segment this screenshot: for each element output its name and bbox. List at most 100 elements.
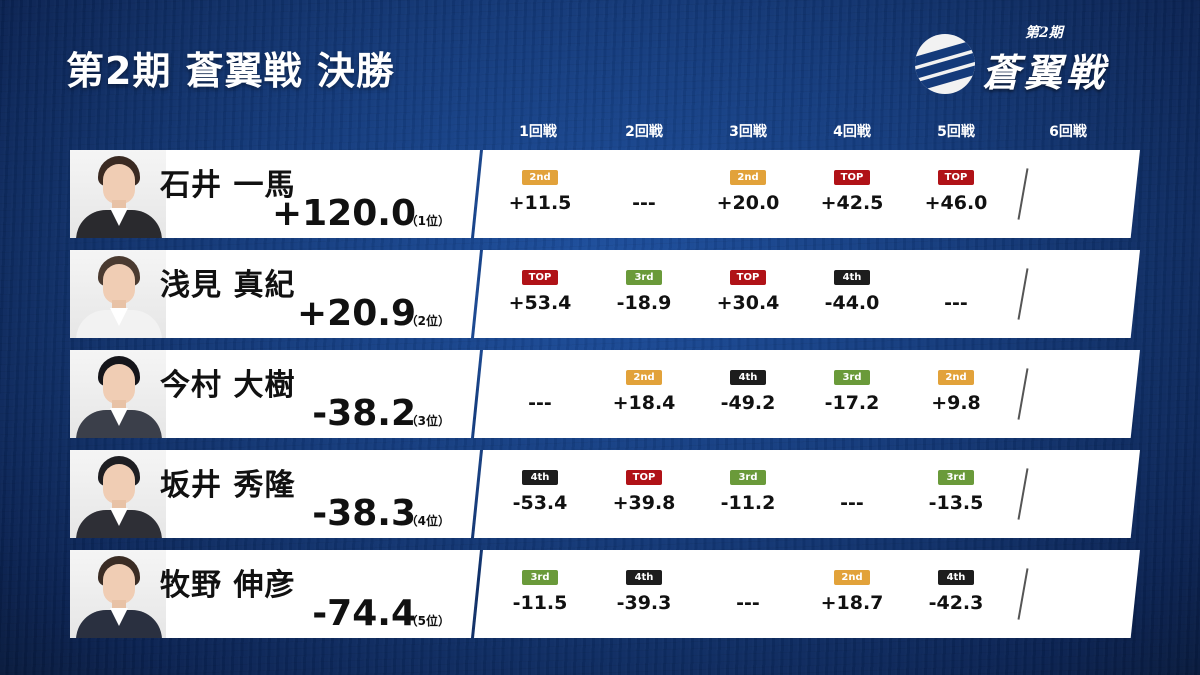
- player-total-score: -74.4: [312, 593, 416, 634]
- placement-badge: 3rd: [730, 470, 766, 485]
- player-row: 浅見 真紀 +20.9 （2位） TOP +53.4 3rd -18.9 TOP +30.4 4t…: [0, 250, 1200, 338]
- placement-badge: 3rd: [834, 370, 870, 385]
- round-result: 4th -44.0: [812, 250, 892, 338]
- player-photo: [70, 350, 166, 438]
- round-score: +18.4: [612, 392, 676, 414]
- round-result: TOP +30.4: [708, 250, 788, 338]
- photo-head: [103, 264, 135, 304]
- round-result: ---: [812, 450, 892, 538]
- round-score: +42.5: [820, 192, 884, 214]
- placement-badge: TOP: [626, 470, 662, 485]
- player-name: 坂井 秀隆: [160, 468, 296, 503]
- round-scores-panel: [474, 150, 1140, 238]
- round-score: +9.8: [931, 392, 981, 414]
- player-photo: [70, 250, 166, 338]
- player-row: 牧野 伸彦 -74.4 （5位） 3rd -11.5 4th -39.3 --- 2nd +18.…: [0, 550, 1200, 638]
- player-row: 石井 一馬 +120.0 （1位） 2nd +11.5 --- 2nd +20.0 TOP +42…: [0, 150, 1200, 238]
- round-result: ---: [708, 550, 788, 638]
- round-result: TOP +46.0: [916, 150, 996, 238]
- round-score: -49.2: [720, 392, 776, 414]
- player-photo: [70, 550, 166, 638]
- round-score: -39.3: [616, 592, 672, 614]
- placement-badge: 4th: [834, 270, 870, 285]
- placement-badge: 2nd: [834, 570, 870, 585]
- player-name: 浅見 真紀: [160, 268, 296, 303]
- player-total-score: +120.0: [271, 193, 416, 234]
- logo-subtitle: 第2期: [1025, 25, 1063, 41]
- player-name-panel: 石井 一馬 +120.0 （1位）: [70, 150, 480, 238]
- logo-emblem-icon: [915, 34, 975, 94]
- round-header-5: 5回戦: [937, 124, 975, 140]
- round-header-1: 1回戦: [519, 124, 557, 140]
- round-header-2: 2回戦: [625, 124, 663, 140]
- player-name-panel: 牧野 伸彦 -74.4 （5位）: [70, 550, 480, 638]
- round-score: -53.4: [512, 492, 568, 514]
- round-result: 4th -53.4: [500, 450, 580, 538]
- placement-badge: TOP: [938, 170, 974, 185]
- round-score: +39.8: [612, 492, 676, 514]
- player-rank: （4位）: [405, 514, 450, 528]
- round-score: +30.4: [716, 292, 780, 314]
- round-score: -17.2: [824, 392, 880, 414]
- placement-badge: 2nd: [730, 170, 766, 185]
- player-name-panel: 浅見 真紀 +20.9 （2位）: [70, 250, 480, 338]
- placement-badge: 4th: [938, 570, 974, 585]
- placement-badge: 3rd: [522, 570, 558, 585]
- placement-badge: 4th: [522, 470, 558, 485]
- photo-head: [103, 464, 135, 504]
- round-result: ---: [500, 350, 580, 438]
- logo-title: 蒼翼戦: [982, 50, 1109, 95]
- round-result: 4th -39.3: [604, 550, 684, 638]
- round-result: ---: [604, 150, 684, 238]
- round-result: 2nd +18.7: [812, 550, 892, 638]
- round-result: 3rd -11.2: [708, 450, 788, 538]
- round-result: 3rd -18.9: [604, 250, 684, 338]
- player-rank: （2位）: [405, 314, 450, 328]
- round-result: 3rd -13.5: [916, 450, 996, 538]
- photo-head: [103, 364, 135, 404]
- round-result: 3rd -17.2: [812, 350, 892, 438]
- placement-badge: TOP: [730, 270, 766, 285]
- player-rank: （3位）: [405, 414, 450, 428]
- round-score: +46.0: [924, 192, 988, 214]
- round-result: 2nd +11.5: [500, 150, 580, 238]
- round-score: -44.0: [824, 292, 880, 314]
- player-photo: [70, 450, 166, 538]
- player-name: 牧野 伸彦: [160, 568, 296, 603]
- placement-badge: 3rd: [626, 270, 662, 285]
- round-result: 2nd +20.0: [708, 150, 788, 238]
- round-result: 3rd -11.5: [500, 550, 580, 638]
- round-score: +20.0: [716, 192, 780, 214]
- player-rank: （1位）: [405, 214, 450, 228]
- round-score: ---: [840, 492, 864, 514]
- player-name-panel: 坂井 秀隆 -38.3 （4位）: [70, 450, 480, 538]
- round-result: 4th -49.2: [708, 350, 788, 438]
- player-name-panel: 今村 大樹 -38.2 （3位）: [70, 350, 480, 438]
- round-result: ---: [916, 250, 996, 338]
- round-result: TOP +42.5: [812, 150, 892, 238]
- round-header-3: 3回戦: [729, 124, 767, 140]
- round-score: -11.5: [512, 592, 568, 614]
- placement-badge: 2nd: [938, 370, 974, 385]
- player-name: 今村 大樹: [160, 368, 296, 403]
- round-score: ---: [632, 192, 656, 214]
- round-score: +53.4: [508, 292, 572, 314]
- round-score: ---: [736, 592, 760, 614]
- round-score: -13.5: [928, 492, 984, 514]
- placement-badge: TOP: [834, 170, 870, 185]
- photo-head: [103, 564, 135, 604]
- player-rank: （5位）: [405, 614, 450, 628]
- round-scores-panel: [474, 550, 1140, 638]
- round-scores-panel: [474, 450, 1140, 538]
- round-score: -11.2: [720, 492, 776, 514]
- photo-head: [103, 164, 135, 204]
- round-score: +18.7: [820, 592, 884, 614]
- placement-badge: 4th: [730, 370, 766, 385]
- round-result: 4th -42.3: [916, 550, 996, 638]
- placement-badge: 2nd: [626, 370, 662, 385]
- placement-badge: 3rd: [938, 470, 974, 485]
- player-photo: [70, 150, 166, 238]
- round-header-4: 4回戦: [833, 124, 871, 140]
- player-name: 石井 一馬: [160, 168, 296, 203]
- round-result: TOP +53.4: [500, 250, 580, 338]
